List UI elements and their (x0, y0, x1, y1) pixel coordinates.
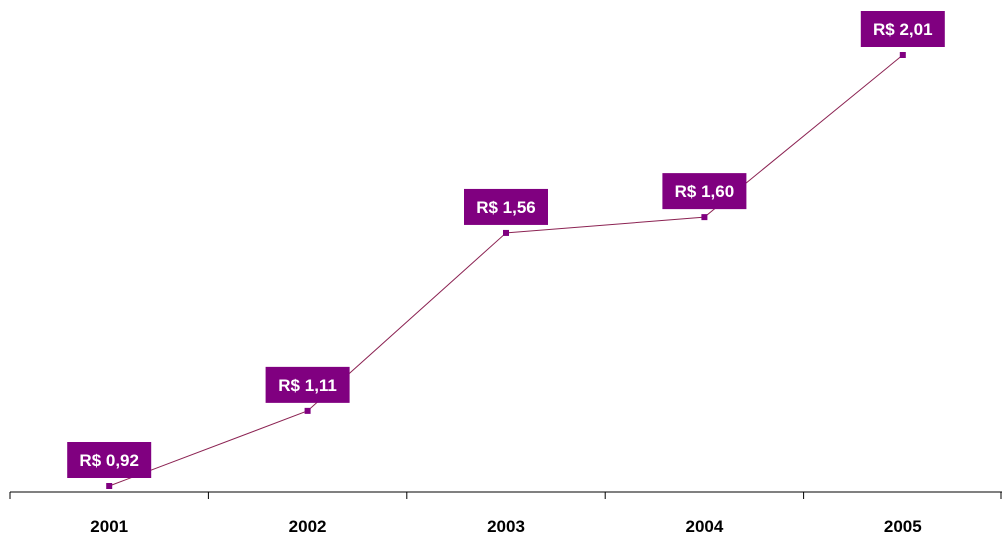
series-line-group (109, 54, 904, 487)
data-point-2005 (899, 52, 906, 58)
x-tick-label-2001: 2001 (90, 517, 128, 536)
data-label-box (464, 188, 548, 225)
data-label-2001: R$ 0,92 (67, 442, 152, 478)
data-label-2004: R$ 1,60 (662, 173, 747, 210)
data-label-box (265, 366, 350, 403)
x-tick-label-group: 2001 2002 2003 2004 2005 (90, 517, 921, 536)
data-label-box (860, 11, 945, 47)
data-label-2005: R$ 2,01 (860, 11, 945, 47)
data-label-box (662, 173, 747, 210)
data-label-2002: R$ 1,11 (265, 366, 350, 403)
data-point-2001 (106, 483, 113, 489)
data-point-2004 (701, 214, 708, 221)
marker-group (106, 52, 906, 489)
data-label-group: R$ 0,92 R$ 1,11 R$ 1,56 R$ 1,60 R$ 2,01 (67, 11, 945, 478)
data-label-text: R$ 1,11 (278, 376, 337, 395)
series-line (109, 54, 904, 487)
data-label-text: R$ 1,60 (675, 182, 735, 201)
data-point-2002 (304, 407, 311, 414)
x-axis (9, 491, 1002, 499)
x-tick-label-2003: 2003 (487, 517, 525, 536)
data-label-text: R$ 0,92 (79, 451, 139, 470)
x-tick-label-2005: 2005 (884, 517, 922, 536)
data-label-2003: R$ 1,56 (464, 188, 548, 225)
x-tick-label-2002: 2002 (289, 517, 327, 536)
data-label-text: R$ 2,01 (873, 20, 933, 39)
data-label-box (67, 442, 152, 478)
data-point-2003 (503, 229, 509, 236)
x-tick-label-2004: 2004 (685, 517, 723, 536)
data-label-text: R$ 1,56 (476, 198, 536, 217)
